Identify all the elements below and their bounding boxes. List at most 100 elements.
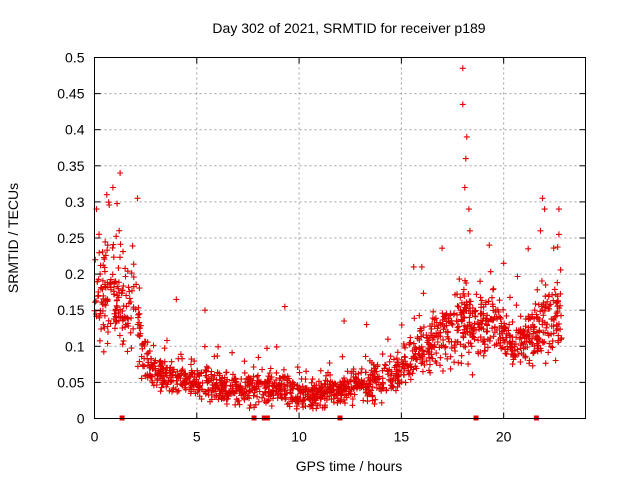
data-point <box>543 324 550 331</box>
data-point <box>418 360 425 367</box>
data-point <box>195 379 202 385</box>
data-point <box>221 379 228 386</box>
data-point <box>241 396 248 403</box>
data-point-peak <box>418 263 425 270</box>
data-point <box>144 350 150 357</box>
data-point <box>419 348 426 355</box>
data-point <box>464 323 471 330</box>
data-point <box>128 270 135 277</box>
data-point <box>102 297 109 304</box>
data-point <box>267 365 274 372</box>
y-axis-label: SRMTID / TECUs <box>5 183 21 293</box>
data-point <box>297 390 304 397</box>
data-point <box>117 241 124 248</box>
data-point <box>112 325 118 332</box>
data-point <box>548 316 555 323</box>
data-point <box>478 297 485 304</box>
data-point <box>533 314 540 321</box>
data-point <box>348 370 355 377</box>
data-point <box>179 382 186 389</box>
data-point <box>353 384 360 391</box>
data-point <box>115 310 122 317</box>
data-point <box>526 357 533 364</box>
data-point <box>555 297 561 304</box>
data-point <box>112 278 119 285</box>
data-point <box>553 310 560 317</box>
data-point <box>244 376 251 383</box>
y-tick-label: 0.5 <box>65 50 85 66</box>
data-point <box>540 312 547 319</box>
data-point <box>266 370 273 376</box>
data-point <box>119 325 126 331</box>
data-point <box>160 379 167 386</box>
data-point <box>484 317 490 324</box>
data-point <box>110 254 117 261</box>
data-point <box>430 308 437 315</box>
data-point <box>554 308 561 315</box>
data-point <box>136 319 143 326</box>
data-point <box>201 343 208 350</box>
data-point <box>513 327 520 334</box>
data-point <box>329 388 336 395</box>
data-point <box>188 361 194 368</box>
data-point <box>130 274 137 281</box>
data-point <box>411 315 418 322</box>
data-point <box>150 342 157 349</box>
data-point <box>553 321 560 328</box>
data-point <box>425 349 432 356</box>
data-point <box>348 386 355 392</box>
data-point <box>475 350 482 357</box>
data-point <box>110 241 117 248</box>
data-point <box>247 402 254 409</box>
data-point <box>382 361 388 368</box>
x-tick-label: 20 <box>496 429 512 445</box>
data-point <box>419 368 426 375</box>
data-point <box>202 372 209 379</box>
data-point <box>508 351 515 358</box>
data-point <box>259 366 266 373</box>
data-point <box>150 382 157 389</box>
data-point <box>147 373 154 380</box>
data-point <box>492 308 499 315</box>
data-point <box>383 386 390 393</box>
data-point <box>384 336 391 343</box>
data-point <box>308 379 315 386</box>
data-point <box>460 334 467 341</box>
data-point <box>208 396 215 403</box>
data-point <box>413 365 420 372</box>
data-point <box>434 339 441 345</box>
data-point <box>208 373 215 380</box>
data-point <box>537 345 544 352</box>
data-point <box>355 370 362 377</box>
data-point <box>325 369 331 376</box>
data-point <box>299 400 306 407</box>
data-point <box>191 358 198 365</box>
data-point <box>452 348 459 354</box>
data-point <box>223 382 229 389</box>
data-point <box>322 404 328 410</box>
data-point <box>500 327 507 334</box>
data-point <box>277 392 284 398</box>
data-point <box>136 325 143 332</box>
data-point <box>317 367 324 374</box>
data-point-peak <box>341 318 348 324</box>
data-point <box>247 388 254 394</box>
data-point <box>159 375 165 382</box>
data-point <box>440 313 447 320</box>
data-point <box>491 342 498 349</box>
data-point <box>352 374 359 381</box>
data-point <box>507 332 514 339</box>
data-point-peak <box>117 170 124 176</box>
data-point <box>124 268 131 275</box>
data-point <box>417 325 424 332</box>
data-point <box>480 352 487 359</box>
data-point <box>175 374 182 381</box>
data-point <box>113 233 120 240</box>
data-point <box>172 386 179 393</box>
data-point <box>285 400 292 407</box>
data-point <box>238 376 245 382</box>
data-point <box>130 261 137 268</box>
data-point <box>288 394 295 401</box>
data-point <box>175 387 182 394</box>
